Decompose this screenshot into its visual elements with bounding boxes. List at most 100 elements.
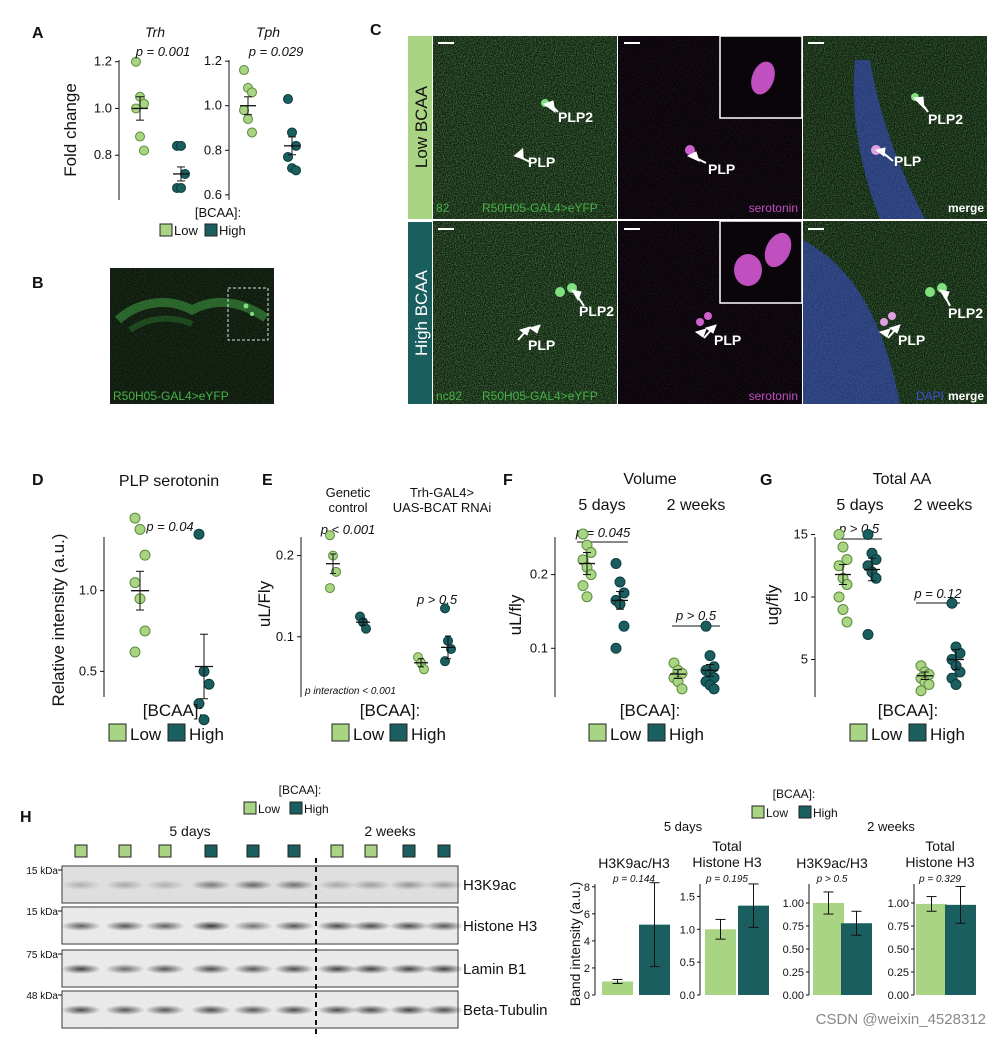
lane-marker-low bbox=[74, 844, 88, 858]
data-point bbox=[581, 591, 593, 603]
caption-green: R50H05-GAL4>eYFP bbox=[482, 201, 598, 215]
y-axis-label-h: Band intensity (a.u.) bbox=[567, 882, 583, 1007]
data-point bbox=[577, 528, 589, 540]
blot-band bbox=[191, 964, 231, 974]
blot-label: Beta-Tubulin bbox=[463, 1002, 548, 1019]
panel-f: F Volume 5 days 2 weeks p = 0.045 p > 0.… bbox=[503, 471, 725, 744]
bar-chart-title: H3K9ac/H3 bbox=[796, 855, 868, 871]
arrow-icon bbox=[878, 328, 891, 338]
cell-body bbox=[243, 303, 249, 309]
data-point bbox=[946, 597, 958, 609]
data-point bbox=[577, 580, 589, 592]
caption-nc82: 82 bbox=[436, 201, 450, 215]
bar bbox=[602, 981, 633, 995]
legend-swatch-low bbox=[159, 223, 173, 237]
y-tick-label: 0.5 bbox=[79, 663, 97, 678]
panel-e: E Genetic control Trh-GAL4> UAS-BCAT RNA… bbox=[255, 472, 491, 744]
data-point bbox=[247, 127, 257, 138]
y-tick-label: 0.6 bbox=[204, 187, 222, 202]
data-point bbox=[135, 131, 145, 142]
label-plp: PLP bbox=[894, 153, 921, 169]
subgroup-label-g1: 5 days bbox=[836, 497, 883, 514]
micrograph-grid: PLP2 PLP PLP PLP2 PLP PLP2 PLP PLP PLP2 … bbox=[433, 35, 987, 404]
plp-cell bbox=[685, 145, 695, 155]
y-tick-label: 1.00 bbox=[783, 898, 804, 910]
inset-high bbox=[719, 220, 803, 304]
blot-band bbox=[61, 1005, 101, 1015]
time-label-5d: 5 days bbox=[169, 823, 210, 839]
bar bbox=[916, 903, 947, 995]
data-point bbox=[243, 114, 253, 125]
y-tick-label: 8 bbox=[584, 882, 590, 894]
blot-band bbox=[351, 880, 391, 890]
legend-swatch-high bbox=[908, 723, 927, 742]
time-label-2w: 2 weeks bbox=[867, 819, 915, 834]
micrograph-high-green-texture bbox=[433, 221, 617, 404]
data-point bbox=[704, 650, 716, 662]
caption-serotonin: serotonin bbox=[749, 389, 798, 403]
panel-label-b: B bbox=[32, 275, 44, 292]
arrows bbox=[513, 96, 951, 341]
data-point bbox=[700, 620, 712, 632]
lane-marker-low bbox=[364, 844, 378, 858]
data-point bbox=[139, 549, 151, 561]
time-label-5d: 5 days bbox=[664, 819, 703, 834]
label-plp: PLP bbox=[708, 161, 735, 177]
bar bbox=[705, 929, 736, 995]
blot-band bbox=[274, 880, 314, 890]
brain-outline-b2 bbox=[128, 315, 194, 333]
y-tick-label: 0.2 bbox=[276, 548, 294, 563]
blot-band bbox=[145, 964, 185, 974]
blot-band bbox=[317, 964, 357, 974]
p-value-f1: p = 0.045 bbox=[575, 525, 631, 540]
blot-band bbox=[424, 880, 464, 890]
panel-label-a: A bbox=[32, 25, 44, 42]
y-tick-label: 1.0 bbox=[94, 100, 112, 115]
data-point bbox=[331, 566, 341, 577]
lane-marker-high bbox=[287, 844, 301, 858]
y-tick-label: 0.8 bbox=[94, 147, 112, 162]
legend-label-high: High bbox=[669, 725, 704, 744]
label-plp2: PLP2 bbox=[579, 303, 614, 319]
y-tick-label: 0.00 bbox=[783, 990, 804, 1002]
y-tick-label: 1.2 bbox=[94, 54, 112, 69]
p-value-d: p = 0.04 bbox=[145, 519, 193, 534]
plp-cell bbox=[696, 318, 704, 326]
y-tick-label: 1.5 bbox=[680, 891, 695, 903]
dashed-roi-box bbox=[227, 287, 269, 341]
panel-label-f: F bbox=[503, 472, 513, 489]
y-tick-label: 10 bbox=[794, 589, 808, 604]
watermark: CSDN @weixin_4528312 bbox=[816, 1011, 986, 1028]
y-tick-label: 0.75 bbox=[888, 921, 909, 933]
data-point bbox=[676, 683, 688, 695]
y-axis-label-fold-change: Fold change bbox=[61, 83, 80, 177]
data-point bbox=[131, 56, 141, 67]
chart-g: 15 10 5 bbox=[794, 527, 966, 697]
legend-title: [BCAA]: bbox=[360, 701, 420, 720]
y-tick-label: 15 bbox=[794, 527, 808, 542]
label-plp2: PLP2 bbox=[928, 111, 963, 127]
blot-band bbox=[61, 921, 101, 931]
blot-label: Histone H3 bbox=[463, 918, 537, 935]
p-value: p = 0.144 bbox=[612, 874, 655, 885]
label-plp: PLP bbox=[898, 332, 925, 348]
arrow-icon bbox=[542, 100, 556, 114]
inset-cell-high bbox=[764, 232, 792, 268]
legend-label-high: High bbox=[813, 806, 838, 820]
legend-label-high: High bbox=[189, 725, 224, 744]
y-tick-label: 0.25 bbox=[888, 967, 909, 979]
legend-d: [BCAA]: Low High bbox=[108, 701, 224, 744]
bar-chart-h-2w-h3k9ac: 1.00 0.75 0.50 0.25 0.00 H3K9ac/H3 p > 0.5 bbox=[783, 855, 872, 1002]
p-value-f2: p > 0.5 bbox=[675, 608, 717, 623]
data-point bbox=[325, 530, 335, 541]
kda-label: 15 kDa bbox=[26, 866, 58, 877]
legend-label-low: Low bbox=[871, 725, 903, 744]
p-interaction: p interaction < 0.001 bbox=[304, 686, 396, 697]
lane-marker-high bbox=[204, 844, 218, 858]
label-plp2: PLP2 bbox=[558, 109, 593, 125]
data-point bbox=[862, 529, 874, 540]
micrograph-b-texture bbox=[110, 268, 274, 404]
data-point bbox=[247, 87, 257, 98]
lane-markers bbox=[74, 844, 451, 858]
group-label-control: control bbox=[328, 500, 367, 515]
